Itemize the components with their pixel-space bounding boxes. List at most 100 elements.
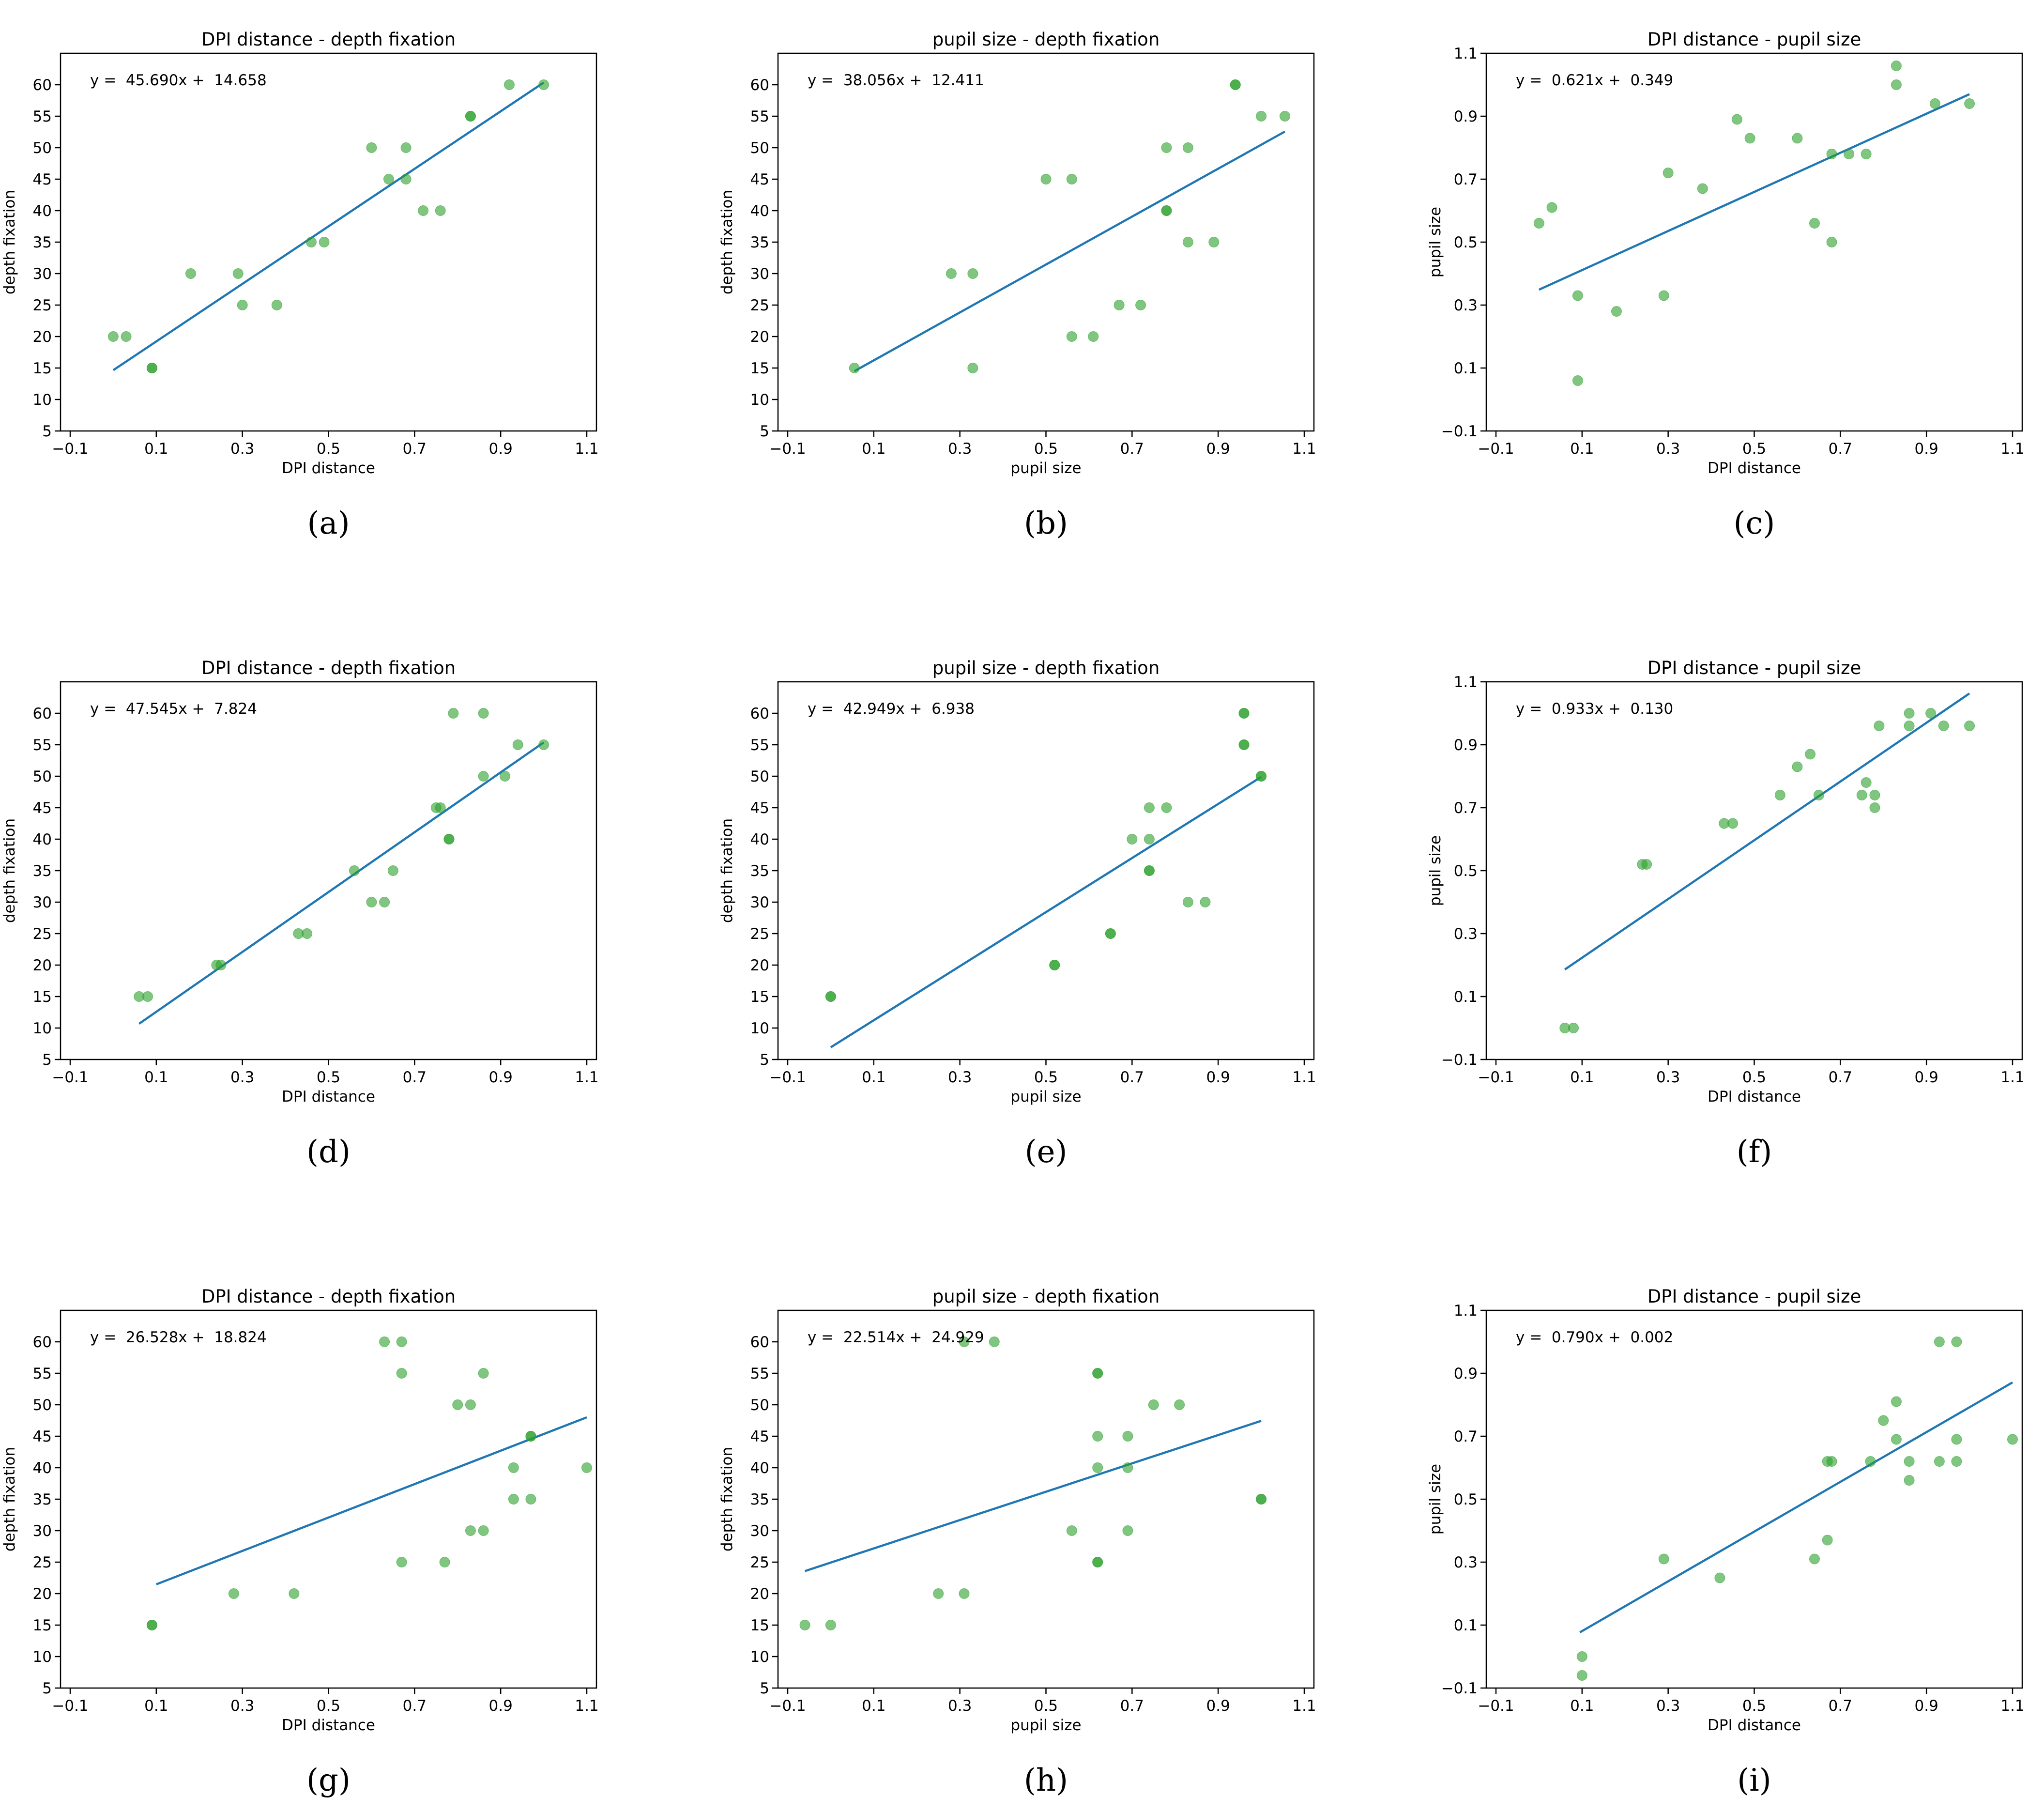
data-point: [1230, 79, 1241, 90]
data-point: [1929, 98, 1940, 109]
data-point: [396, 1336, 407, 1347]
y-tick-label: 20: [750, 328, 769, 346]
y-tick-label: 50: [750, 768, 769, 785]
y-axis-label: pupil size: [1427, 835, 1444, 906]
x-tick-label: 0.7: [403, 440, 427, 458]
data-point: [1904, 721, 1915, 731]
y-tick-label: 40: [33, 1459, 52, 1477]
data-point: [465, 1399, 476, 1410]
y-tick-label: 30: [750, 265, 769, 283]
x-tick-label: 0.7: [1829, 1069, 1852, 1086]
data-point: [1161, 142, 1172, 153]
y-tick-label: 0.9: [1454, 737, 1478, 754]
x-tick-label: 1.1: [575, 1069, 598, 1086]
y-tick-label: −0.1: [1441, 1680, 1478, 1697]
data-point: [1092, 1557, 1103, 1567]
y-tick-label: 60: [33, 77, 52, 94]
y-tick-label: 20: [750, 957, 769, 974]
data-point: [1641, 859, 1652, 870]
data-point: [379, 1336, 390, 1347]
y-tick-label: 25: [750, 925, 769, 943]
y-axis-label: depth fixation: [718, 1447, 736, 1551]
data-point: [525, 1494, 536, 1505]
y-axis-label: pupil size: [1427, 1464, 1444, 1535]
y-tick-label: 55: [750, 737, 769, 754]
data-point: [232, 268, 244, 279]
data-point: [1938, 721, 1949, 731]
chart-title: DPI distance - pupil size: [1647, 29, 1861, 50]
data-point: [1256, 771, 1267, 782]
data-point: [1256, 1494, 1267, 1505]
data-point: [1238, 739, 1250, 750]
data-point: [1826, 1456, 1837, 1467]
data-point: [1826, 149, 1837, 159]
data-point: [1861, 777, 1872, 788]
x-tick-label: −0.1: [769, 1069, 806, 1086]
y-tick-label: 5: [42, 1680, 52, 1697]
y-tick-label: 35: [750, 862, 769, 880]
data-point: [396, 1368, 407, 1379]
y-tick-label: 0.5: [1454, 234, 1478, 251]
y-tick-label: 35: [33, 1491, 52, 1508]
y-tick-label: 35: [33, 862, 52, 880]
y-axis-label: depth fixation: [1, 190, 18, 294]
y-tick-label: 1.1: [1454, 1302, 1478, 1320]
regression-equation: y = 38.056x + 12.411: [808, 72, 984, 89]
x-tick-label: 0.7: [403, 1069, 427, 1086]
y-tick-label: 45: [33, 1428, 52, 1445]
y-tick-label: 0.3: [1454, 1554, 1478, 1571]
y-tick-label: 1.1: [1454, 674, 1478, 691]
data-point: [1611, 306, 1622, 317]
data-point: [1533, 218, 1544, 229]
data-point: [1238, 708, 1250, 719]
chart-title: DPI distance - pupil size: [1647, 1286, 1861, 1307]
data-point: [849, 363, 860, 373]
y-tick-label: 50: [33, 139, 52, 157]
data-point: [1904, 1475, 1915, 1486]
chart-title: pupil size - depth fixation: [932, 1286, 1160, 1307]
panel-caption: (f): [1737, 1134, 1772, 1170]
y-tick-label: 60: [33, 1334, 52, 1351]
y-tick-label: 15: [33, 988, 52, 1006]
x-tick-label: 0.7: [1120, 1697, 1144, 1715]
data-point: [387, 865, 398, 876]
chart-panel-f: DPI distance - pupil size −0.1 0.1 0.3 0.5 0.…: [1427, 658, 2025, 1170]
data-point: [435, 205, 446, 216]
x-tick-label: 0.3: [1656, 1697, 1680, 1715]
y-tick-label: 45: [750, 1428, 769, 1445]
x-tick-label: 1.1: [2000, 440, 2024, 458]
x-tick-label: 1.1: [1292, 1069, 1316, 1086]
data-point: [1934, 1336, 1945, 1347]
data-point: [305, 237, 317, 247]
chart-panel-d: DPI distance - depth fixation −0.1 0.1 0.3 0…: [1, 658, 599, 1170]
data-point: [1792, 133, 1803, 144]
data-point: [1658, 1553, 1669, 1565]
data-point: [1904, 708, 1915, 719]
y-tick-label: 50: [750, 1397, 769, 1414]
y-tick-label: 5: [42, 423, 52, 440]
data-point: [439, 1557, 450, 1567]
chart-panel-g: DPI distance - depth fixation −0.1 0.1 0.3 0…: [1, 1286, 599, 1798]
y-tick-label: 35: [750, 234, 769, 251]
data-point: [185, 268, 196, 279]
data-point: [1951, 1434, 1962, 1445]
data-point: [1813, 790, 1824, 800]
regression-equation: y = 0.933x + 0.130: [1516, 700, 1673, 718]
data-point: [1161, 802, 1172, 813]
data-point: [1861, 149, 1872, 159]
y-tick-label: 60: [750, 705, 769, 722]
y-axis-label: depth fixation: [718, 190, 736, 294]
y-tick-label: 40: [33, 831, 52, 848]
data-point: [465, 111, 476, 122]
plot-frame: [777, 52, 1315, 432]
data-point: [989, 1336, 1000, 1347]
data-point: [1114, 300, 1125, 310]
panel-caption: (c): [1734, 506, 1775, 541]
chart-title: pupil size - depth fixation: [932, 658, 1160, 678]
y-tick-label: 60: [750, 1334, 769, 1351]
data-point: [1088, 331, 1099, 342]
data-point: [1805, 749, 1816, 760]
y-tick-label: 20: [750, 1585, 769, 1603]
y-tick-label: 50: [33, 1397, 52, 1414]
